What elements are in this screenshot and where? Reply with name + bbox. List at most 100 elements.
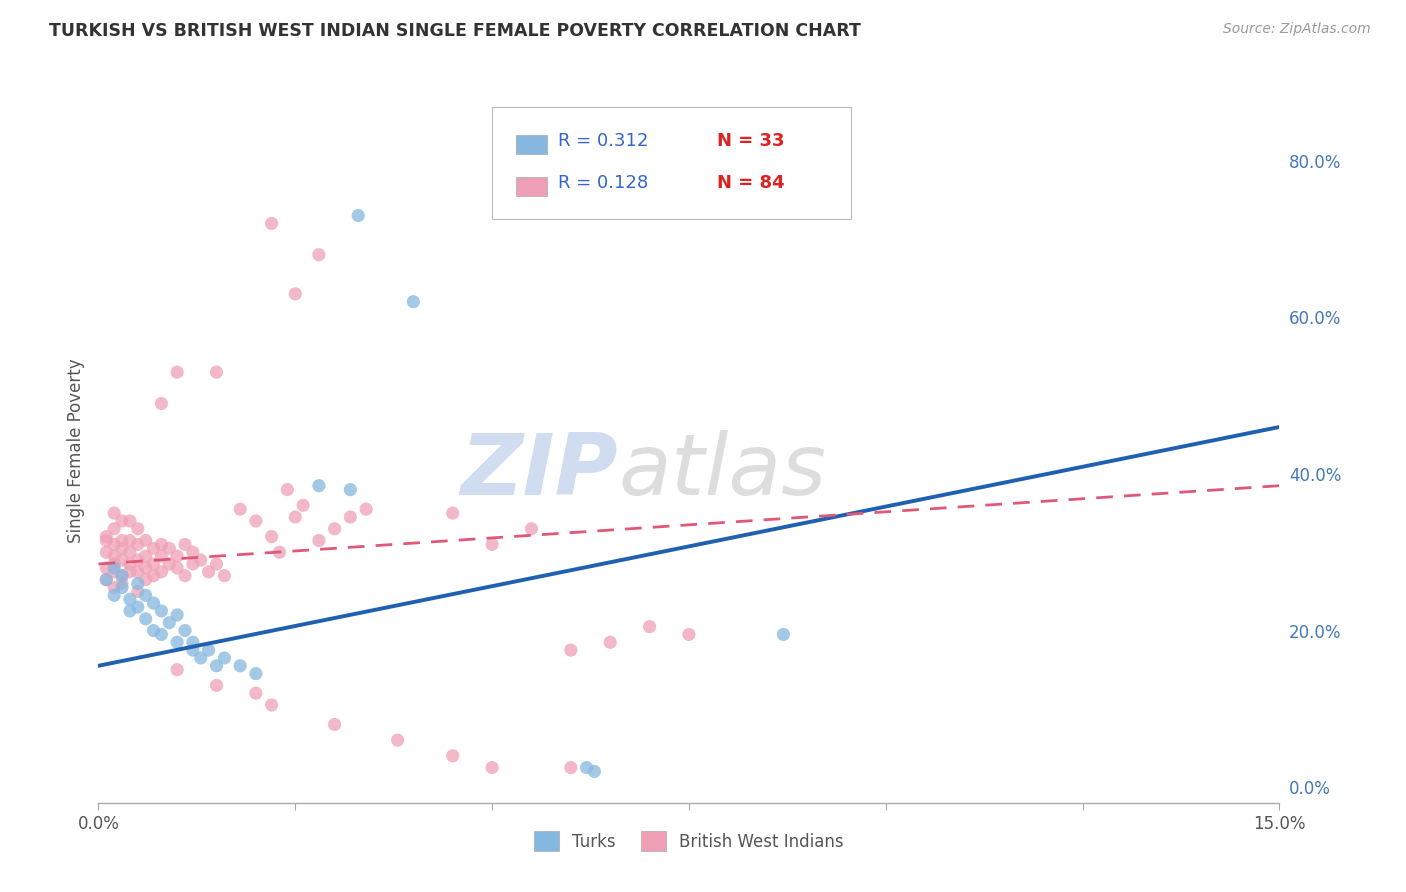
Point bbox=[118, 545, 141, 559]
Point bbox=[150, 565, 173, 579]
Point bbox=[190, 553, 212, 567]
Point bbox=[103, 565, 125, 579]
Point bbox=[118, 592, 141, 607]
Point bbox=[127, 537, 149, 551]
Point bbox=[245, 514, 267, 528]
Point bbox=[205, 365, 228, 379]
Point bbox=[166, 561, 188, 575]
Point bbox=[166, 365, 188, 379]
Point bbox=[174, 624, 197, 638]
Point bbox=[387, 733, 409, 747]
Point bbox=[118, 533, 141, 548]
Text: TURKISH VS BRITISH WEST INDIAN SINGLE FEMALE POVERTY CORRELATION CHART: TURKISH VS BRITISH WEST INDIAN SINGLE FE… bbox=[49, 22, 860, 40]
Point bbox=[135, 561, 157, 575]
Point bbox=[135, 573, 157, 587]
Point bbox=[111, 514, 134, 528]
Point bbox=[103, 561, 125, 575]
Point bbox=[96, 530, 118, 544]
Point bbox=[127, 522, 149, 536]
Point bbox=[174, 568, 197, 582]
Point bbox=[118, 557, 141, 571]
Point bbox=[402, 294, 425, 309]
Point bbox=[284, 286, 307, 301]
Point bbox=[245, 686, 267, 700]
Point bbox=[441, 506, 464, 520]
Point bbox=[197, 565, 219, 579]
Point bbox=[103, 588, 125, 602]
Point bbox=[111, 533, 134, 548]
Point bbox=[111, 568, 134, 582]
Point bbox=[323, 522, 346, 536]
Point bbox=[127, 553, 149, 567]
Point bbox=[323, 717, 346, 731]
Point bbox=[142, 624, 165, 638]
Point bbox=[214, 568, 236, 582]
Point bbox=[111, 576, 134, 591]
Point bbox=[157, 541, 180, 556]
Point bbox=[96, 561, 118, 575]
Point bbox=[157, 615, 180, 630]
Point bbox=[111, 553, 134, 567]
Point bbox=[205, 678, 228, 692]
Point bbox=[292, 498, 315, 512]
Point bbox=[174, 537, 197, 551]
Point bbox=[284, 510, 307, 524]
Point bbox=[111, 568, 134, 582]
Point bbox=[347, 209, 370, 223]
Point bbox=[339, 510, 361, 524]
Point bbox=[205, 658, 228, 673]
Point bbox=[96, 573, 118, 587]
Point bbox=[481, 760, 503, 774]
Point bbox=[638, 619, 661, 633]
Text: N = 33: N = 33 bbox=[717, 132, 785, 150]
Point bbox=[354, 502, 377, 516]
Point bbox=[166, 607, 188, 622]
Point bbox=[142, 557, 165, 571]
Point bbox=[560, 760, 582, 774]
Point bbox=[560, 643, 582, 657]
Text: R = 0.312: R = 0.312 bbox=[558, 132, 648, 150]
Point bbox=[181, 635, 204, 649]
Point bbox=[276, 483, 298, 497]
Point bbox=[678, 627, 700, 641]
Text: N = 84: N = 84 bbox=[717, 174, 785, 192]
Y-axis label: Single Female Poverty: Single Female Poverty bbox=[66, 359, 84, 542]
Point bbox=[142, 568, 165, 582]
Point bbox=[339, 483, 361, 497]
Point bbox=[205, 557, 228, 571]
Point bbox=[229, 658, 252, 673]
Point bbox=[127, 576, 149, 591]
Point bbox=[111, 581, 134, 595]
Point bbox=[111, 541, 134, 556]
Point bbox=[135, 549, 157, 564]
Point bbox=[181, 557, 204, 571]
Point bbox=[127, 600, 149, 615]
Point bbox=[157, 557, 180, 571]
Point bbox=[118, 604, 141, 618]
Point bbox=[142, 596, 165, 610]
Point bbox=[127, 584, 149, 599]
Point bbox=[166, 663, 188, 677]
Point bbox=[150, 604, 173, 618]
Point bbox=[520, 522, 543, 536]
Point bbox=[127, 565, 149, 579]
Text: atlas: atlas bbox=[619, 430, 827, 513]
Point bbox=[269, 545, 291, 559]
Point bbox=[135, 533, 157, 548]
Point bbox=[229, 502, 252, 516]
Point bbox=[197, 643, 219, 657]
Text: R = 0.128: R = 0.128 bbox=[558, 174, 648, 192]
Point bbox=[214, 651, 236, 665]
Text: Source: ZipAtlas.com: Source: ZipAtlas.com bbox=[1223, 22, 1371, 37]
Point bbox=[118, 565, 141, 579]
Point bbox=[441, 748, 464, 763]
Point bbox=[245, 666, 267, 681]
Point bbox=[103, 581, 125, 595]
Point bbox=[772, 627, 794, 641]
Point bbox=[103, 549, 125, 564]
Point bbox=[103, 506, 125, 520]
Point bbox=[150, 627, 173, 641]
Point bbox=[181, 545, 204, 559]
Point bbox=[181, 643, 204, 657]
Point bbox=[260, 530, 283, 544]
